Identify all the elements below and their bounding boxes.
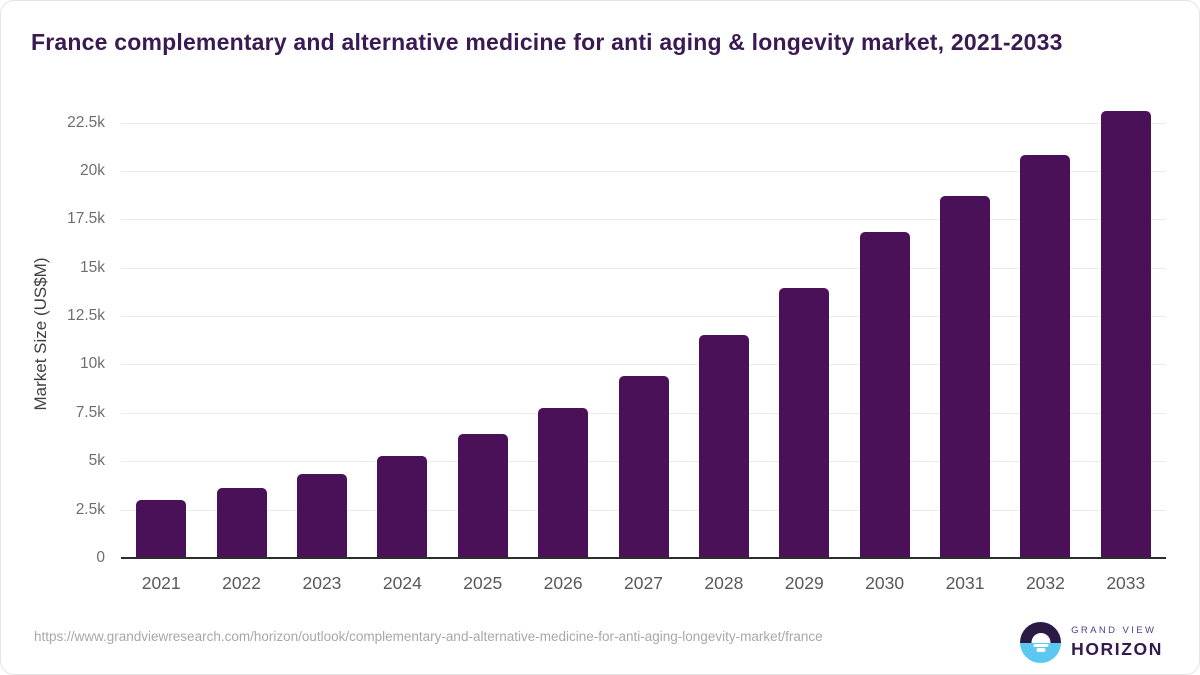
gridline bbox=[121, 364, 1166, 366]
bar-2027[interactable] bbox=[618, 375, 669, 558]
chart-title: France complementary and alternative med… bbox=[31, 29, 1063, 55]
bar-2032[interactable] bbox=[1020, 154, 1071, 558]
source-url: https://www.grandviewresearch.com/horizo… bbox=[34, 629, 823, 644]
x-axis-line bbox=[121, 557, 1166, 559]
bar-2029[interactable] bbox=[779, 288, 830, 558]
y-tick-label: 15k bbox=[80, 258, 105, 276]
x-tick-label: 2028 bbox=[704, 573, 744, 593]
x-tick-label: 2022 bbox=[222, 573, 262, 593]
x-tick-label: 2031 bbox=[945, 573, 985, 593]
x-tick-label: 2021 bbox=[141, 573, 181, 593]
gridline bbox=[121, 316, 1166, 318]
y-tick-label: 22.5k bbox=[67, 113, 105, 131]
icon-reflection-bar-1 bbox=[1033, 643, 1049, 648]
y-tick-label: 0 bbox=[96, 549, 105, 566]
y-tick-label: 5k bbox=[88, 452, 105, 470]
x-tick-label: 2023 bbox=[302, 573, 342, 593]
x-tick-label: 2033 bbox=[1106, 573, 1146, 593]
bar-2031[interactable] bbox=[940, 196, 991, 558]
bar-2021[interactable] bbox=[136, 499, 187, 558]
bar-2022[interactable] bbox=[216, 488, 267, 558]
gridline bbox=[121, 122, 1166, 124]
y-tick-label: 7.5k bbox=[75, 403, 105, 421]
y-tick-label: 12.5k bbox=[67, 307, 105, 325]
gridline bbox=[121, 170, 1166, 172]
x-tick-label: 2032 bbox=[1025, 573, 1065, 593]
logo-text: GRAND VIEW HORIZON bbox=[1071, 625, 1163, 660]
y-tick-label: 2.5k bbox=[75, 500, 105, 518]
x-tick-label: 2027 bbox=[624, 573, 663, 593]
x-tick-label: 2030 bbox=[865, 573, 905, 593]
icon-sun-dome bbox=[1031, 632, 1051, 643]
y-tick-label: 17.5k bbox=[67, 210, 105, 228]
bar-2026[interactable] bbox=[538, 407, 589, 558]
logo-grand-view-label: GRAND VIEW bbox=[1071, 625, 1157, 636]
horizon-sun-icon bbox=[1020, 622, 1062, 663]
bar-2023[interactable] bbox=[296, 474, 347, 558]
bar-2030[interactable] bbox=[859, 232, 910, 558]
bar-2033[interactable] bbox=[1100, 111, 1151, 558]
x-tick-label: 2025 bbox=[463, 573, 503, 593]
x-tick-label: 2024 bbox=[382, 573, 422, 593]
logo-horizon-label: HORIZON bbox=[1071, 639, 1163, 659]
bar-2024[interactable] bbox=[377, 455, 428, 558]
icon-sea-half bbox=[1020, 642, 1062, 663]
x-tick-label: 2029 bbox=[784, 573, 824, 593]
y-axis-title: Market Size (US$M) bbox=[31, 257, 50, 411]
icon-reflection-bar-2 bbox=[1036, 648, 1046, 652]
plot-area: 0 2.5k 5k 7.5k 10k 12.5k 15k 17.5k 20k 22.5k 2021 2… bbox=[67, 109, 1166, 593]
gridline bbox=[121, 267, 1166, 269]
icon-sky-half bbox=[1020, 622, 1062, 643]
bar-2025[interactable] bbox=[457, 433, 508, 558]
x-tick-label: 2026 bbox=[543, 573, 583, 593]
y-tick-label: 10k bbox=[80, 355, 105, 373]
y-tick-label: 20k bbox=[80, 161, 105, 179]
grand-view-horizon-logo: GRAND VIEW HORIZON bbox=[1020, 622, 1163, 663]
bar-2028[interactable] bbox=[698, 335, 749, 558]
gridline bbox=[121, 219, 1166, 221]
